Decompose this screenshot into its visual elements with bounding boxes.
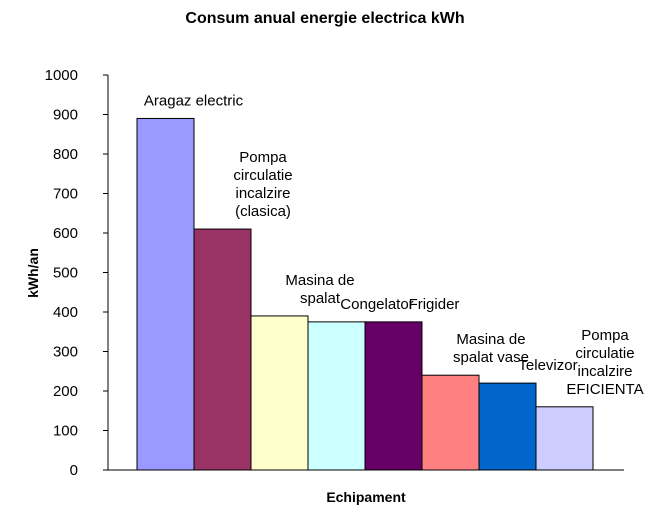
bar-label-line: Televizor bbox=[518, 357, 577, 374]
bar-label-line: Masina de bbox=[456, 331, 525, 348]
bar-label: Aragaz electric bbox=[144, 92, 244, 109]
y-tick-label: 500 bbox=[53, 265, 78, 282]
bar-label: Masina de spalat vase bbox=[453, 331, 529, 366]
bar-label-line: circulatie bbox=[233, 167, 292, 184]
bar-label: Masina de spalat bbox=[285, 272, 354, 307]
y-tick-label: 900 bbox=[53, 107, 78, 124]
bar-label: Congelator bbox=[340, 296, 413, 313]
bar bbox=[478, 382, 537, 471]
bar-label-line: Pompa bbox=[581, 327, 629, 344]
bar-label: Televizor bbox=[518, 357, 577, 374]
bar-label-line: EFICIENTA bbox=[566, 381, 643, 398]
chart-title: Consum anual energie electrica kWh bbox=[185, 10, 464, 27]
bar-label-line: Pompa bbox=[239, 149, 287, 166]
bars bbox=[136, 117, 594, 471]
bar-label-line: incalzire bbox=[577, 363, 632, 380]
bar-label-line: circulatie bbox=[575, 345, 634, 362]
axes: 0 100 200 300 400 500 600 700 800 900 1000 bbox=[45, 67, 624, 479]
y-tick-label: 100 bbox=[53, 423, 78, 440]
bar-label: Frigider bbox=[409, 296, 460, 313]
bar bbox=[250, 315, 309, 471]
bar bbox=[307, 321, 366, 471]
y-tick-label: 700 bbox=[53, 186, 78, 203]
y-axis-title: kWh/an bbox=[25, 248, 41, 298]
y-tick-label: 600 bbox=[53, 225, 78, 242]
y-tick-label: 400 bbox=[53, 304, 78, 321]
bar-label-line: Frigider bbox=[409, 296, 460, 313]
y-tick-label: 200 bbox=[53, 383, 78, 400]
bar-label-line: Congelator bbox=[340, 296, 413, 313]
y-tick-label: 300 bbox=[53, 344, 78, 361]
bar-label: Pompa circulatie incalzire EFICIENTA bbox=[566, 327, 643, 398]
y-tick-label: 800 bbox=[53, 146, 78, 163]
y-tick-label: 1000 bbox=[45, 67, 78, 84]
bar-label-line: (clasica) bbox=[235, 203, 291, 220]
bar bbox=[535, 406, 594, 471]
bar bbox=[364, 321, 423, 471]
x-axis-title: Echipament bbox=[326, 489, 406, 505]
bar bbox=[421, 374, 480, 471]
bar-label-line: spalat vase bbox=[453, 349, 529, 366]
bar-label: Pompa circulatie incalzire (clasica) bbox=[233, 149, 292, 220]
bar-label-line: Aragaz electric bbox=[144, 92, 244, 109]
bar-label-line: spalat bbox=[300, 290, 341, 307]
y-tick-label: 0 bbox=[70, 462, 78, 479]
bar bbox=[136, 117, 195, 471]
bar-label-line: incalzire bbox=[235, 185, 290, 202]
bar-label-line: Masina de bbox=[285, 272, 354, 289]
bar bbox=[193, 228, 252, 471]
